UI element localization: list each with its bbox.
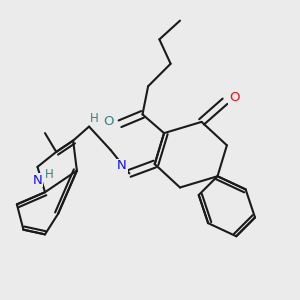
Text: N: N — [117, 159, 127, 172]
Text: O: O — [229, 91, 240, 104]
Text: O: O — [103, 116, 114, 128]
Text: H: H — [45, 168, 54, 181]
Text: N: N — [33, 173, 42, 187]
Text: H: H — [90, 112, 99, 124]
